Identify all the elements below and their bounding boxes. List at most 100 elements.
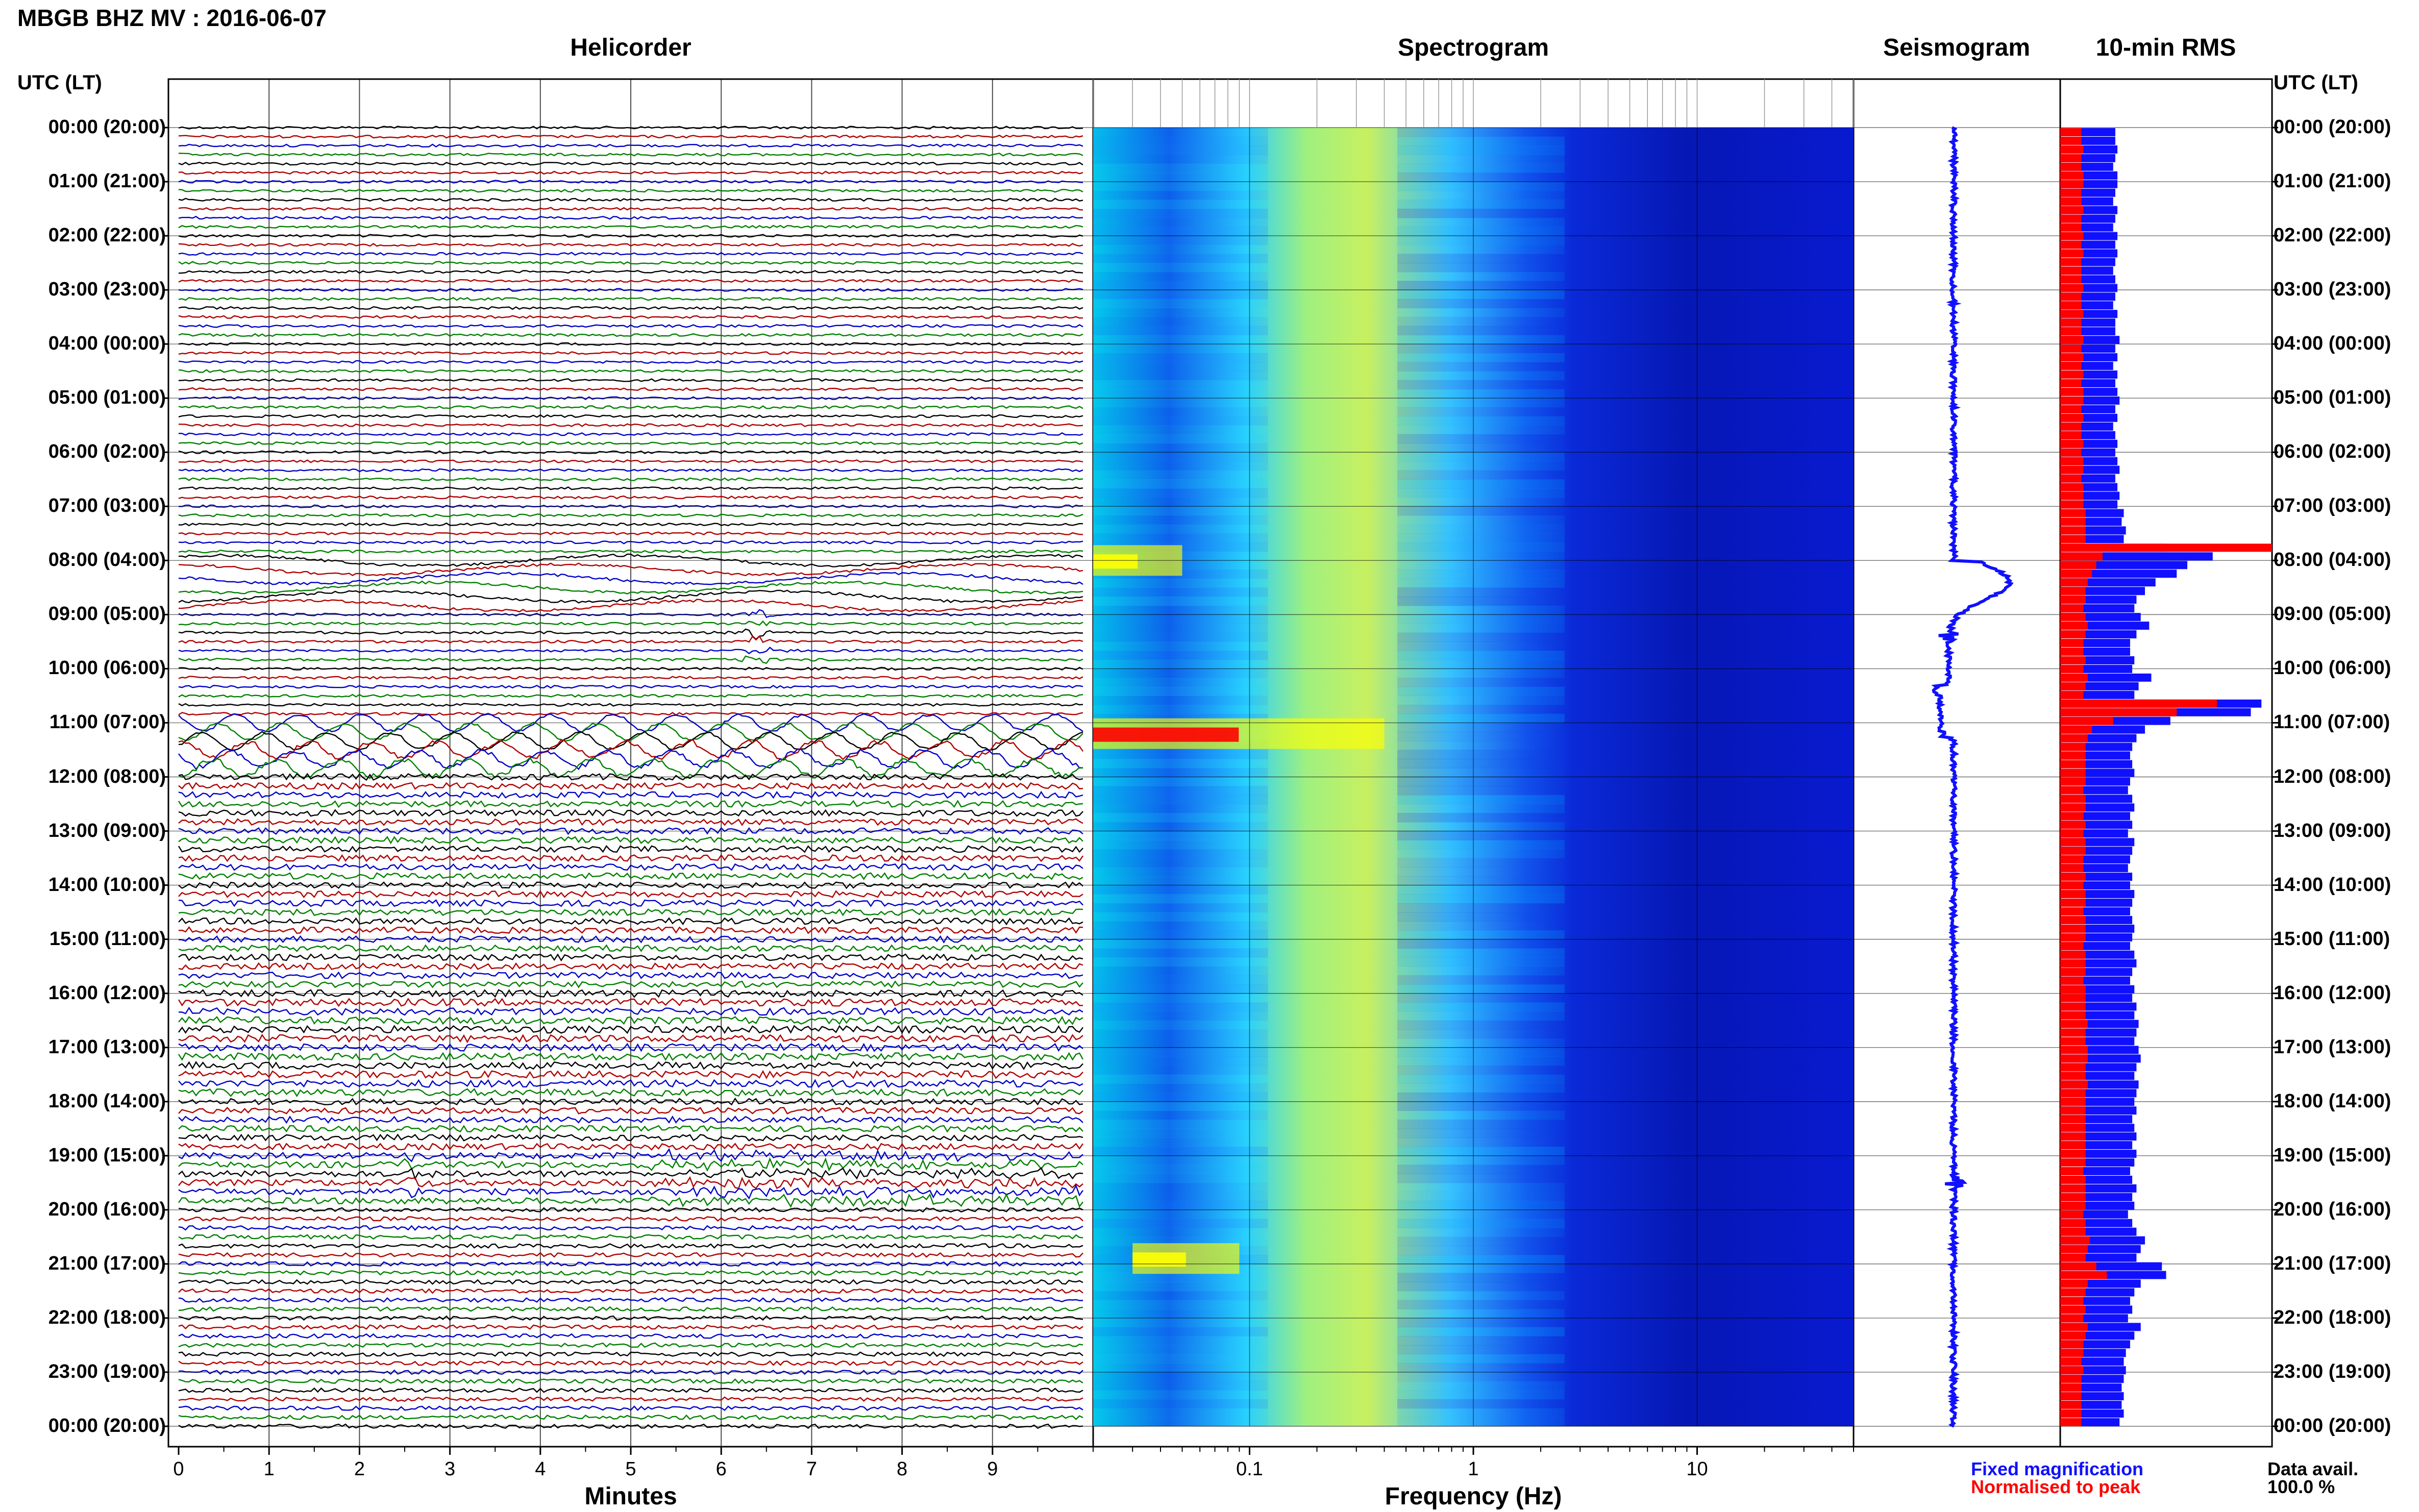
spectrogram-row — [1397, 271, 1565, 282]
time-label-left: 01:00 (21:00) — [48, 170, 166, 192]
seismogram-title: Seismogram — [1883, 34, 2031, 61]
rms-bar-normalised — [2060, 725, 2092, 734]
spectrogram-row — [1093, 1192, 1268, 1201]
spectrogram-row — [1397, 155, 1565, 164]
helicorder-trace — [178, 188, 1083, 193]
rms-bar-normalised — [2060, 881, 2084, 890]
spectrogram-row — [1093, 1291, 1268, 1301]
spectrogram-row — [1093, 1354, 1268, 1364]
helicorder-title: Helicorder — [570, 34, 692, 61]
spectrogram-row — [1397, 840, 1565, 850]
spectrogram-row — [1397, 713, 1565, 724]
rms-bar-normalised — [2060, 899, 2086, 907]
spectrogram-row — [1397, 867, 1565, 877]
rms-bar-normalised — [2060, 1167, 2084, 1175]
spectrogram-row — [1093, 930, 1268, 940]
spectrogram-row — [1093, 831, 1268, 840]
spectrogram-row — [1093, 1381, 1268, 1391]
rms-bar-normalised — [2060, 587, 2086, 596]
spectrogram-row — [1093, 1093, 1268, 1102]
time-label-right: 08:00 (04:00) — [2274, 549, 2391, 571]
rms-bar-normalised — [2060, 1210, 2084, 1219]
spectrogram-row — [1093, 362, 1268, 371]
helicorder-trace — [178, 1351, 1083, 1357]
helicorder-trace — [178, 477, 1083, 482]
spectrogram-row — [1093, 155, 1268, 164]
helicorder-trace — [178, 225, 1083, 229]
rms-bar-normalised — [2060, 1314, 2084, 1323]
spectrogram-row — [1397, 822, 1565, 832]
spectrogram-xlabel: Frequency (Hz) — [1385, 1483, 1562, 1510]
time-label-right: 11:00 (07:00) — [2274, 711, 2390, 733]
spectrogram-row — [1093, 696, 1268, 705]
data-availability-label: Data avail. — [2267, 1458, 2359, 1479]
helicorder-trace — [178, 782, 1083, 790]
spectrogram-row — [1397, 1011, 1565, 1021]
helicorder-trace — [178, 1333, 1083, 1339]
helicorder-trace — [178, 693, 1083, 698]
spectrogram-row — [1093, 903, 1268, 913]
rms-bar-normalised — [2060, 855, 2084, 864]
spectrogram-row — [1093, 200, 1268, 209]
spectrogram-row — [1093, 217, 1268, 228]
time-label-right: 12:00 (08:00) — [2274, 765, 2391, 787]
spectrogram-row — [1093, 380, 1268, 390]
rms-bar-normalised — [2060, 535, 2086, 543]
spectrogram-row — [1397, 443, 1565, 453]
time-label-left: 07:00 (03:00) — [48, 495, 166, 517]
helicorder-trace — [178, 1288, 1083, 1294]
spectrogram-row — [1093, 1038, 1268, 1048]
rms-bar-normalised — [2060, 656, 2086, 664]
spectrogram-row — [1093, 605, 1268, 615]
spectrogram-row — [1093, 1110, 1268, 1120]
spectrogram-row — [1093, 227, 1268, 236]
rms-bar-normalised — [2060, 162, 2082, 171]
helicorder-trace — [178, 1243, 1083, 1249]
time-label-left: 12:00 (08:00) — [48, 765, 166, 787]
rms-title: 10-min RMS — [2095, 34, 2236, 61]
spectrogram-row — [1397, 569, 1565, 579]
helicorder-trace — [178, 423, 1083, 428]
spectrogram-row — [1093, 1327, 1268, 1336]
rms-bar-normalised — [2060, 1124, 2086, 1132]
spectrogram-row — [1093, 308, 1268, 317]
rms-bar-normalised — [2060, 604, 2084, 613]
helicorder-trace — [178, 333, 1083, 337]
rms-bar-normalised — [2060, 362, 2082, 370]
spectrogram-row — [1397, 948, 1565, 958]
rms-bar-normalised — [2060, 249, 2084, 258]
spectrogram-row — [1093, 1011, 1268, 1021]
spectrogram-row — [1397, 1381, 1565, 1391]
time-label-left: 23:00 (19:00) — [48, 1360, 166, 1382]
time-label-left: 15:00 (11:00) — [49, 928, 166, 950]
rms-bar-normalised — [2060, 353, 2084, 362]
time-label-left: 08:00 (04:00) — [48, 549, 166, 571]
spectrogram-row — [1397, 786, 1565, 796]
rms-bar-normalised — [2060, 864, 2084, 873]
spectrogram-row — [1093, 597, 1268, 606]
rms-bar-normalised — [2060, 1323, 2088, 1331]
spectrogram-row — [1397, 236, 1565, 245]
spectrogram-row — [1397, 1255, 1565, 1265]
helicorder-trace — [178, 215, 1083, 220]
spectrogram-row — [1093, 840, 1268, 850]
spectrogram-row — [1397, 921, 1565, 931]
helicorder-trace — [178, 1025, 1083, 1034]
time-label-right: 13:00 (09:00) — [2274, 820, 2391, 841]
rms-bar-normalised — [2060, 526, 2086, 535]
helicorder-trace — [178, 684, 1083, 689]
helicorder-trace — [178, 261, 1083, 265]
helicorder-trace — [178, 944, 1083, 953]
spectrogram-row — [1397, 145, 1565, 155]
spectrogram-row — [1397, 182, 1565, 191]
helicorder-x-tick-label: 4 — [535, 1458, 546, 1480]
spectrogram-row — [1397, 560, 1565, 570]
time-label-right: 23:00 (19:00) — [2274, 1360, 2391, 1382]
helicorder-trace — [178, 1234, 1083, 1240]
time-label-right: 20:00 (16:00) — [2274, 1198, 2391, 1220]
spectrogram-row — [1093, 1128, 1268, 1138]
spectrogram-row — [1397, 1120, 1565, 1129]
helicorder-trace — [178, 1061, 1083, 1071]
helicorder-trace — [178, 414, 1083, 418]
rms-bar-normalised — [2060, 1271, 2107, 1279]
